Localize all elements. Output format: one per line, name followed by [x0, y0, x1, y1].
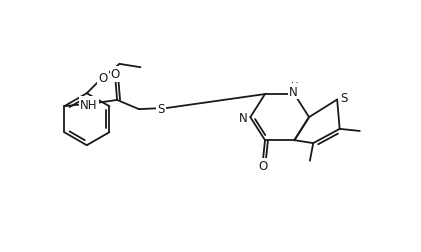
Text: O: O: [98, 72, 107, 84]
Text: S: S: [340, 91, 348, 105]
Text: N: N: [289, 85, 298, 98]
Text: N: N: [239, 111, 248, 124]
Text: O: O: [111, 68, 120, 81]
Text: S: S: [157, 102, 165, 115]
Text: H: H: [291, 81, 299, 91]
Text: O: O: [258, 160, 267, 173]
Text: NH: NH: [80, 98, 97, 111]
